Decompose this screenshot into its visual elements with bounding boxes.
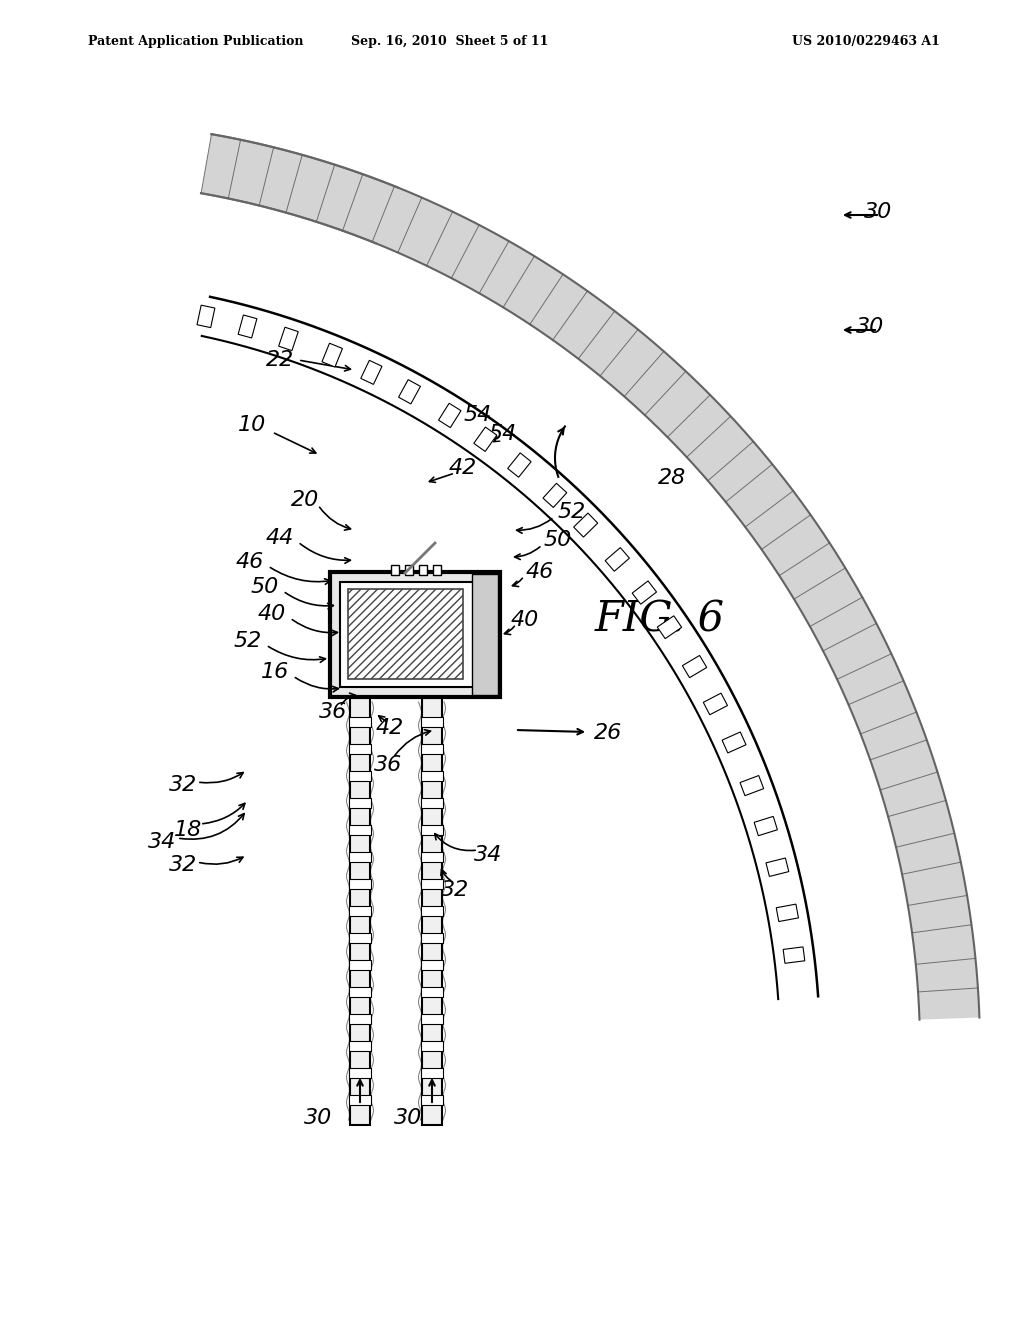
Polygon shape	[740, 776, 764, 796]
Bar	[421, 1096, 443, 1105]
Bar	[349, 1041, 371, 1051]
Polygon shape	[766, 858, 788, 876]
Polygon shape	[754, 816, 777, 836]
Text: 50: 50	[251, 577, 280, 597]
Bar	[340, 582, 490, 686]
Bar	[349, 906, 371, 916]
Text: 46: 46	[526, 562, 554, 582]
Polygon shape	[703, 693, 727, 714]
Text: 30: 30	[864, 202, 892, 222]
Text: 44: 44	[266, 528, 294, 548]
Polygon shape	[474, 428, 497, 451]
Text: 28: 28	[657, 469, 686, 488]
Text: 42: 42	[376, 718, 404, 738]
Bar	[421, 879, 443, 888]
Text: 32: 32	[169, 855, 198, 875]
Polygon shape	[438, 403, 461, 428]
Text: 30: 30	[856, 317, 884, 337]
Bar	[349, 1068, 371, 1078]
Bar	[349, 1096, 371, 1105]
Bar	[421, 933, 443, 942]
Polygon shape	[322, 343, 342, 367]
Bar	[349, 851, 371, 862]
Text: 40: 40	[258, 605, 286, 624]
Bar	[421, 987, 443, 997]
Text: 18: 18	[174, 820, 202, 840]
Bar	[419, 565, 427, 576]
Polygon shape	[201, 135, 979, 1019]
Polygon shape	[239, 315, 257, 338]
Bar	[349, 933, 371, 942]
Text: FIG. 6: FIG. 6	[595, 599, 725, 642]
Bar	[349, 1014, 371, 1024]
Bar	[349, 717, 371, 727]
Text: 52: 52	[233, 631, 262, 651]
Bar	[421, 1014, 443, 1024]
Polygon shape	[682, 656, 707, 677]
Bar	[349, 744, 371, 754]
Text: 26: 26	[594, 723, 623, 743]
Bar	[421, 717, 443, 727]
Polygon shape	[605, 548, 630, 572]
Bar	[348, 589, 463, 678]
Bar	[433, 565, 441, 576]
Text: 32: 32	[441, 880, 469, 900]
Polygon shape	[783, 946, 805, 964]
Text: 30: 30	[304, 1107, 332, 1129]
Bar	[349, 879, 371, 888]
Bar	[421, 799, 443, 808]
Text: 36: 36	[318, 702, 347, 722]
Text: 52: 52	[558, 502, 586, 521]
Text: 34: 34	[147, 832, 176, 851]
Bar	[330, 572, 500, 697]
Polygon shape	[632, 581, 656, 605]
Bar	[421, 771, 443, 781]
Bar	[472, 574, 498, 696]
Bar	[349, 771, 371, 781]
Text: 34: 34	[474, 845, 502, 865]
Bar	[349, 825, 371, 836]
Bar	[391, 565, 399, 576]
Polygon shape	[398, 380, 421, 404]
Bar	[406, 565, 413, 576]
Text: 42: 42	[449, 458, 477, 478]
Polygon shape	[279, 327, 298, 351]
Polygon shape	[657, 616, 682, 639]
Text: Patent Application Publication: Patent Application Publication	[88, 36, 303, 48]
Bar	[421, 851, 443, 862]
Text: 30: 30	[394, 1107, 422, 1129]
Bar	[421, 825, 443, 836]
Text: 50: 50	[544, 531, 572, 550]
Polygon shape	[776, 904, 799, 921]
Text: 10: 10	[238, 414, 266, 436]
Polygon shape	[360, 360, 382, 384]
Text: 22: 22	[266, 350, 294, 370]
Text: 40: 40	[511, 610, 539, 630]
Bar	[349, 960, 371, 970]
Polygon shape	[722, 733, 746, 752]
Polygon shape	[508, 453, 531, 478]
Bar	[421, 744, 443, 754]
Bar	[421, 906, 443, 916]
Bar	[422, 697, 442, 1125]
Text: 20: 20	[291, 490, 319, 510]
Polygon shape	[197, 305, 215, 327]
Text: US 2010/0229463 A1: US 2010/0229463 A1	[793, 36, 940, 48]
Bar	[350, 697, 370, 1125]
Text: 54: 54	[464, 405, 493, 425]
Bar	[421, 1068, 443, 1078]
Text: 32: 32	[169, 775, 198, 795]
Bar	[421, 1041, 443, 1051]
Bar	[349, 799, 371, 808]
Bar	[421, 960, 443, 970]
Polygon shape	[543, 483, 567, 507]
Text: 16: 16	[261, 663, 289, 682]
Polygon shape	[573, 513, 598, 537]
Text: 54: 54	[488, 424, 517, 444]
Text: 36: 36	[374, 755, 402, 775]
Text: Sep. 16, 2010  Sheet 5 of 11: Sep. 16, 2010 Sheet 5 of 11	[351, 36, 549, 48]
Bar	[349, 987, 371, 997]
Text: 46: 46	[236, 552, 264, 572]
